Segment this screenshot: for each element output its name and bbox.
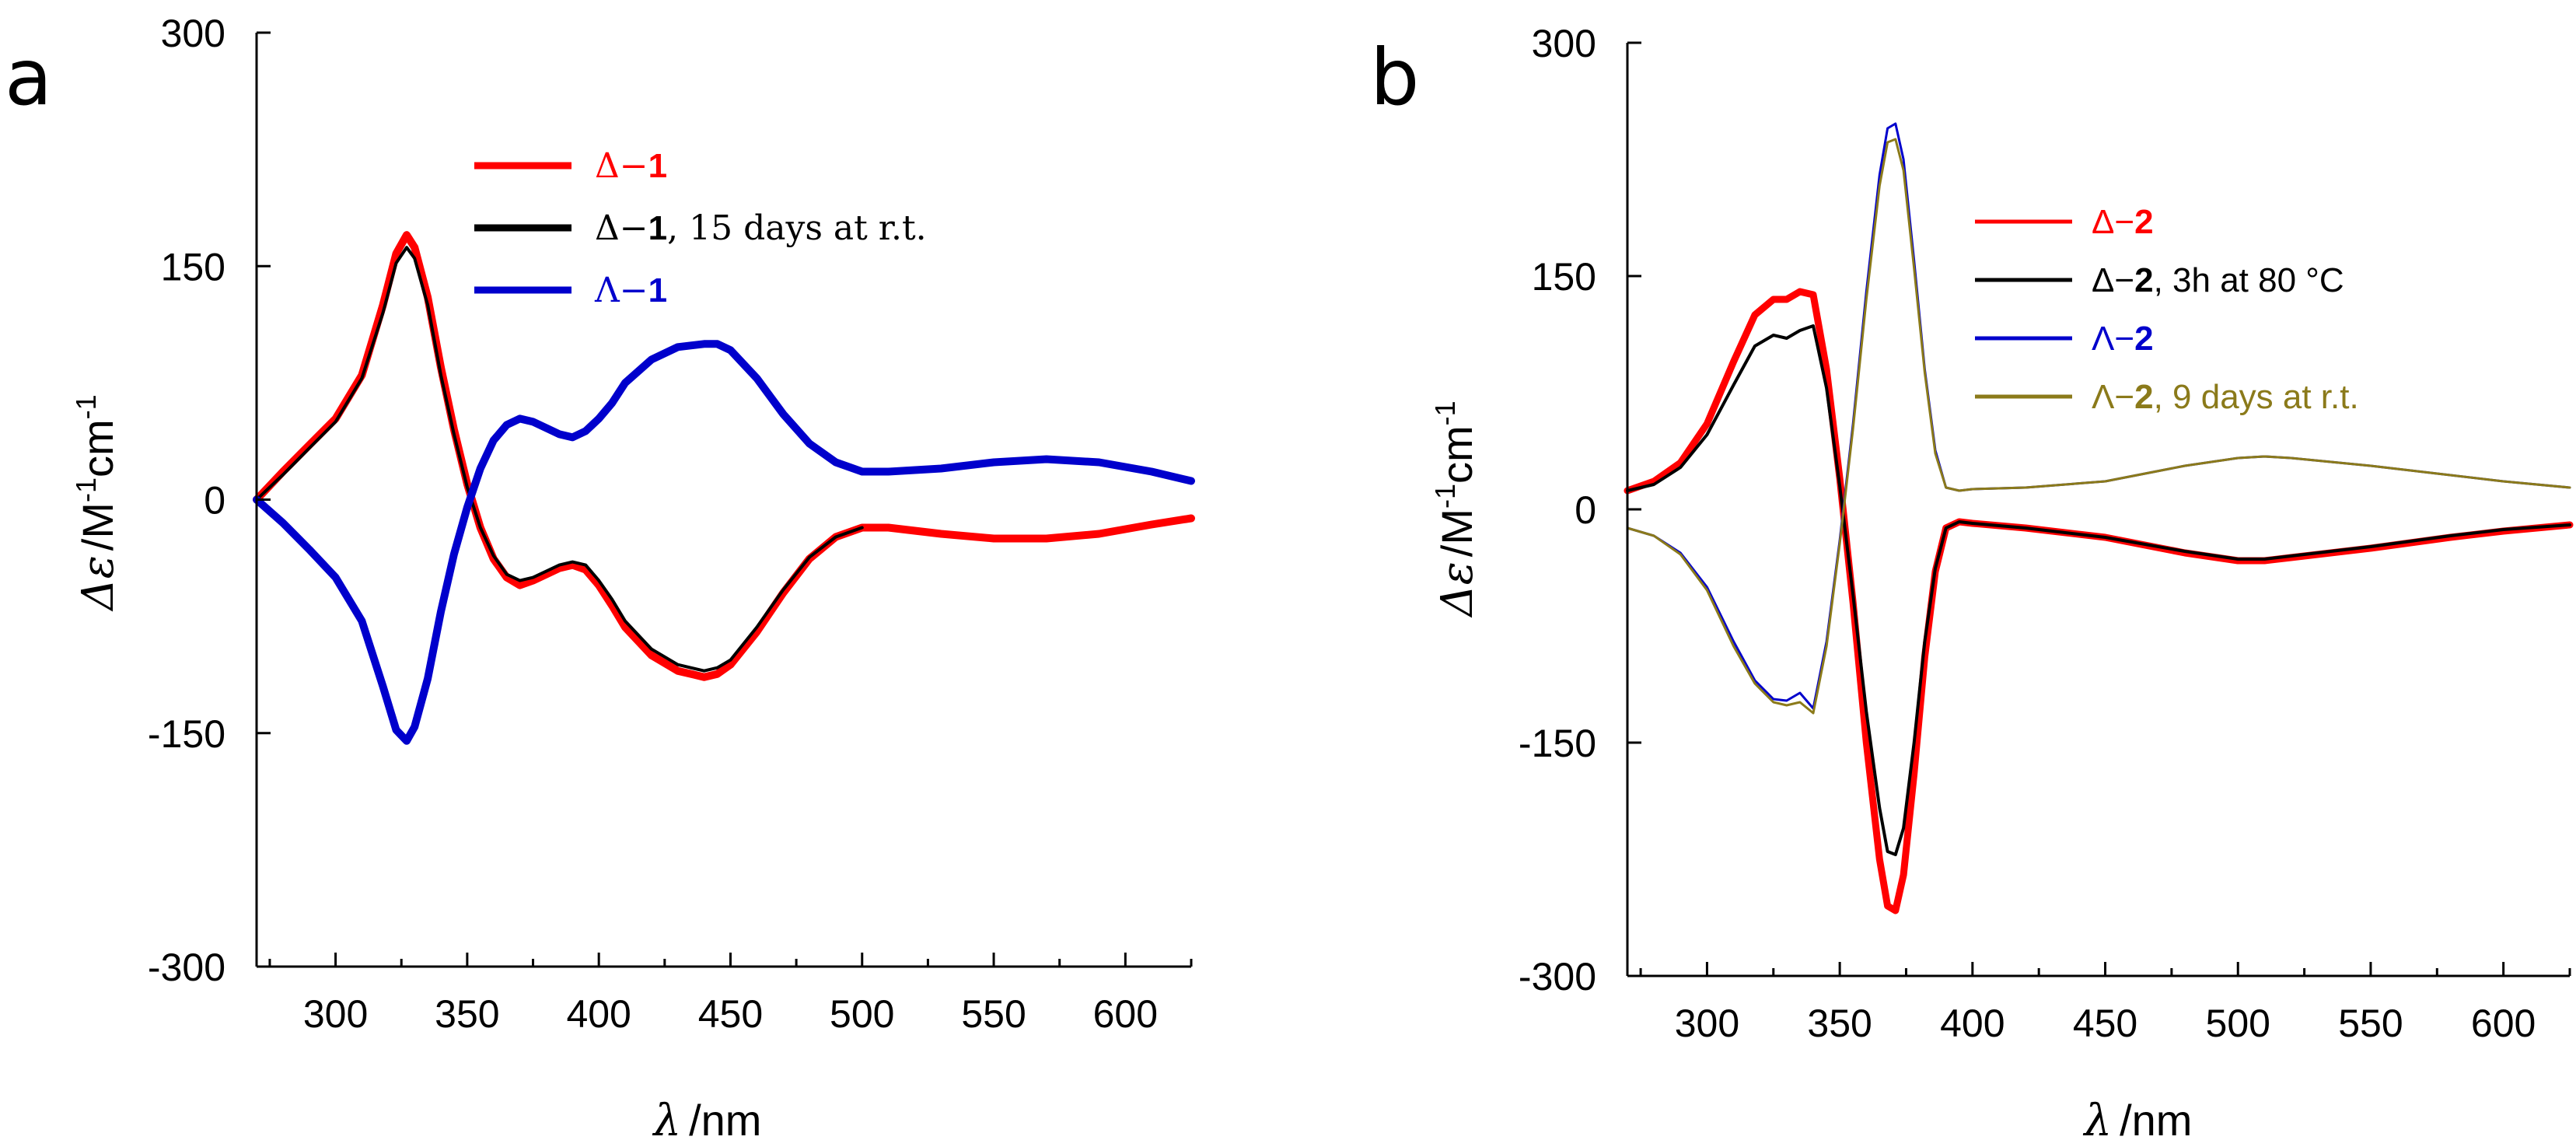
panel-b-legend-label: Δ−2: [2092, 203, 2154, 241]
panel-a-x-tick-label: 300: [303, 992, 368, 1036]
panel-b-label: b: [1370, 32, 1419, 123]
panel-a-x-tick-label: 500: [830, 992, 894, 1036]
panel-a-series-line-2: [255, 246, 864, 673]
panel-a-x-tick-label: 550: [961, 992, 1026, 1036]
panel-a-x-tick-label: 450: [698, 992, 763, 1036]
panel-b-series: [1624, 122, 2574, 914]
panel-b-y-tick-label: 150: [1532, 255, 1596, 299]
panel-a-x-tick-label: 400: [566, 992, 631, 1036]
panel-a-y-tick-label: -300: [148, 946, 225, 989]
panel-b-x-tick-label: 350: [1807, 1002, 1872, 1045]
panel-b-series-line-4: [1626, 138, 2571, 715]
panel-b-y-tick-label: -300: [1519, 955, 1596, 998]
panel-b-tick-labels: 300 150 0 -150 -300 300 350 400 450 500 550 600: [1519, 22, 2536, 1045]
panel-a-series-line-1: [253, 231, 1195, 681]
panel-a-x-tick-label: 600: [1093, 992, 1158, 1036]
panel-b-y-tick-label: 300: [1532, 22, 1596, 65]
panel-a: a 300 150 0 -150 -300 300 350 400 450 500 550 600 λ…: [5, 12, 1195, 1140]
panel-b-legend-label: Λ−2, 9 days at r.t.: [2092, 378, 2359, 416]
panel-b-x-tick-label: 500: [2206, 1002, 2270, 1045]
panel-b-legend-label: Δ−2, 3h at 80 °C: [2092, 261, 2344, 299]
panel-a-y-tick-label: -150: [148, 712, 225, 756]
panel-b-series-line-2: [1626, 324, 2571, 856]
panel-a-series-line-3: [253, 340, 1195, 745]
panel-b-x-tick-label: 400: [1940, 1002, 2005, 1045]
panel-a-legend: Δ−1 Δ−1, 15 days at r.t. Λ−1: [474, 146, 927, 310]
panel-b: b 300 150 0 -150 -300 300 350 400 450 500 550 600 λ…: [1370, 22, 2574, 1140]
panel-b-x-axis-title: λ/nm: [2083, 1096, 2193, 1140]
panel-a-x-tick-label: 350: [435, 992, 499, 1036]
panel-b-axes: [1626, 41, 2571, 977]
panel-a-legend-label: Λ−1: [594, 271, 667, 310]
panel-a-y-tick-label: 150: [161, 245, 225, 288]
panel-b-legend-label: Λ−2: [2092, 320, 2154, 358]
panel-a-series: [253, 231, 1195, 745]
panel-b-legend: Δ−2 Δ−2, 3h at 80 °C Λ−2 Λ−2, 9 days at r.t…: [1975, 203, 2359, 416]
panel-b-y-axis-title: Δε/M-1cm-1: [1429, 400, 1483, 617]
panel-b-x-tick-label: 550: [2338, 1002, 2403, 1045]
panel-a-y-tick-label: 0: [204, 479, 225, 523]
panel-a-legend-label: Δ−1: [595, 146, 667, 186]
panel-a-y-axis-title: Δε/M-1cm-1: [70, 394, 124, 611]
panel-b-x-tick-label: 300: [1675, 1002, 1739, 1045]
panel-a-tick-labels: 300 150 0 -150 -300 300 350 400 450 500 550 600: [148, 12, 1158, 1036]
panel-b-x-tick-label: 600: [2471, 1002, 2536, 1045]
panel-a-y-tick-label: 300: [161, 12, 225, 55]
panel-a-legend-label: Δ−1, 15 days at r.t.: [595, 208, 927, 248]
panel-a-label: a: [5, 32, 52, 123]
panel-a-axes: [255, 31, 1193, 968]
panel-a-x-axis-title: λ/nm: [652, 1096, 762, 1140]
panel-b-x-tick-label: 450: [2073, 1002, 2137, 1045]
panel-b-y-tick-label: -150: [1519, 722, 1596, 765]
panel-b-y-tick-label: 0: [1575, 488, 1596, 532]
